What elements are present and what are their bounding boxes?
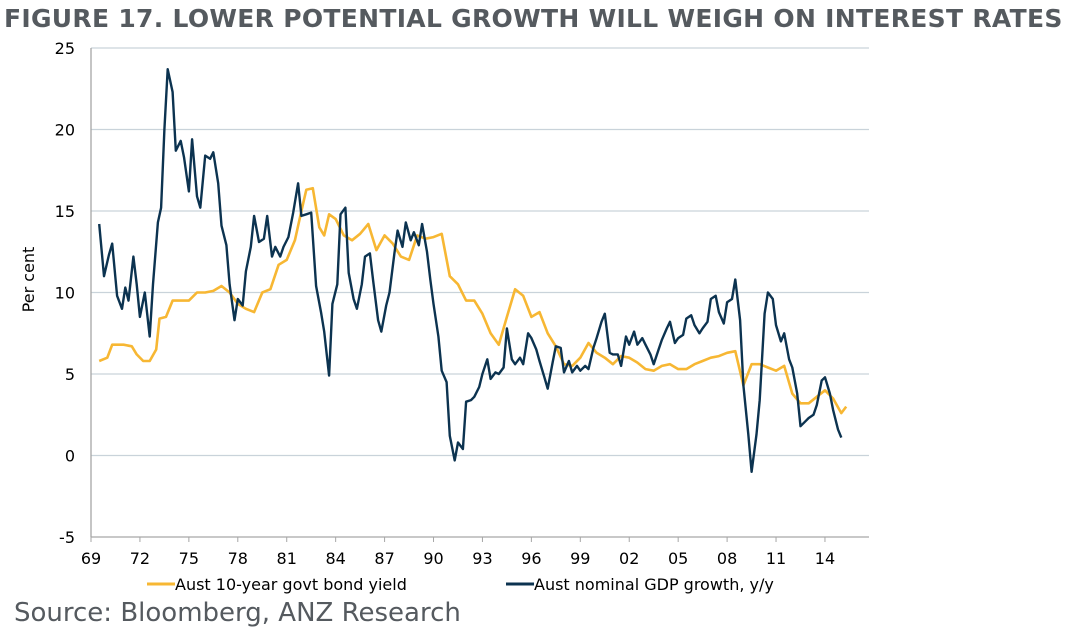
y-tick-label: -5 (59, 528, 75, 547)
x-tick-label: 78 (228, 549, 248, 568)
x-tick-label: 96 (521, 549, 541, 568)
gridlines (91, 47, 869, 457)
gdp-growth-line (98, 68, 843, 473)
x-tick-label: 08 (717, 549, 737, 568)
y-tick-label: 25 (55, 39, 75, 58)
x-tick-label: 11 (766, 549, 786, 568)
bond-yield-line (98, 186, 848, 415)
legend: Aust 10-year govt bond yield Aust nominal… (147, 575, 774, 594)
x-tick-label: 99 (570, 549, 590, 568)
x-tick-label: 93 (472, 549, 492, 568)
x-tick-label: 75 (179, 549, 199, 568)
x-tick-label: 87 (374, 549, 394, 568)
y-tick-label: 15 (55, 202, 75, 221)
x-tick-label: 84 (325, 549, 345, 568)
legend-bond-yield-label: Aust 10-year govt bond yield (175, 575, 407, 594)
x-tick-label: 05 (668, 549, 688, 568)
chart-title: FIGURE 17. LOWER POTENTIAL GROWTH WILL W… (4, 4, 1063, 33)
x-tick-label: 14 (815, 549, 835, 568)
y-tick-label: 0 (65, 447, 75, 466)
x-tick-label: 69 (81, 549, 101, 568)
x-tick-label: 90 (423, 549, 443, 568)
legend-gdp-growth-label: Aust nominal GDP growth, y/y (534, 575, 774, 594)
series (98, 68, 848, 473)
source-note: Source: Bloomberg, ANZ Research (14, 598, 461, 628)
y-tick-label: 10 (55, 284, 75, 303)
x-tick-label: 72 (130, 549, 150, 568)
y-axis-label: Per cent (19, 247, 38, 313)
y-tick-label: 5 (65, 365, 75, 384)
x-tick-label: 02 (619, 549, 639, 568)
x-tick-label: 81 (277, 549, 297, 568)
y-tick-label: 20 (55, 121, 75, 140)
